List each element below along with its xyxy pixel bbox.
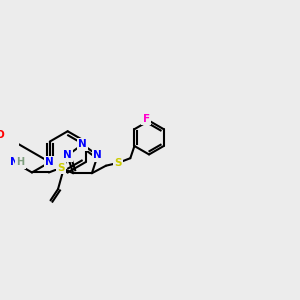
Text: O: O <box>0 130 5 140</box>
Text: S: S <box>114 158 122 168</box>
Text: N: N <box>45 157 54 167</box>
Text: N: N <box>10 157 19 167</box>
Text: S: S <box>57 163 65 173</box>
Text: N: N <box>63 150 72 161</box>
Text: F: F <box>143 114 150 124</box>
Text: H: H <box>16 157 25 167</box>
Text: N: N <box>78 140 87 149</box>
Text: N: N <box>93 150 102 161</box>
